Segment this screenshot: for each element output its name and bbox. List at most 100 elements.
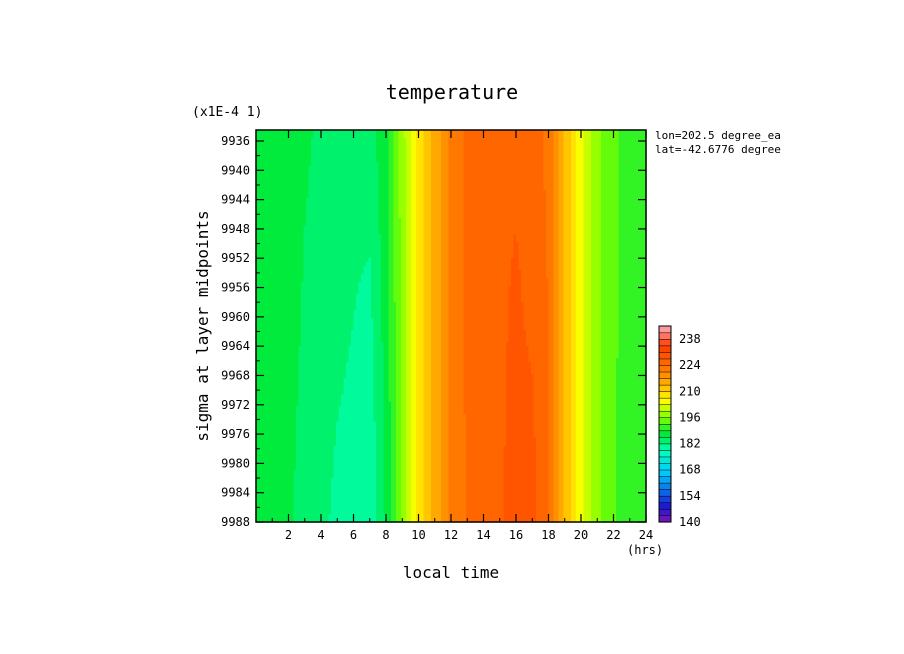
contour-cell	[361, 254, 365, 259]
contour-cell	[601, 150, 605, 155]
contour-cell	[428, 222, 432, 227]
contour-cell	[333, 166, 337, 171]
contour-cell	[381, 230, 385, 235]
contour-cell	[616, 242, 620, 247]
contour-cell	[536, 150, 540, 155]
contour-cell	[611, 134, 615, 139]
contour-cell	[408, 238, 412, 243]
contour-cell	[416, 150, 420, 155]
contour-cell	[388, 226, 392, 231]
contour-cell	[273, 226, 277, 231]
contour-cell	[581, 246, 585, 251]
contour-cell	[378, 150, 382, 155]
contour-cell	[553, 178, 557, 183]
contour-cell	[451, 186, 455, 191]
contour-cell	[558, 146, 562, 151]
contour-cell	[456, 178, 460, 183]
contour-cell	[561, 206, 565, 211]
contour-cell	[418, 206, 422, 211]
contour-cell	[446, 242, 450, 247]
contour-cell	[333, 150, 337, 155]
contour-cell	[426, 194, 430, 199]
contour-cell	[423, 202, 427, 207]
contour-cell	[486, 150, 490, 155]
contour-cell	[561, 134, 565, 139]
contour-cell	[551, 250, 555, 255]
contour-cell	[256, 166, 260, 171]
contour-cell	[458, 170, 462, 175]
contour-cell	[323, 158, 327, 163]
contour-cell	[348, 134, 352, 139]
contour-cell	[356, 178, 360, 183]
contour-cell	[471, 146, 475, 151]
contour-cell	[386, 190, 390, 195]
contour-cell	[461, 230, 465, 235]
contour-cell	[643, 226, 647, 231]
contour-cell	[406, 134, 410, 139]
contour-cell	[256, 138, 260, 143]
contour-cell	[493, 206, 497, 211]
contour-cell	[286, 226, 290, 231]
contour-cell	[486, 246, 490, 251]
contour-cell	[261, 130, 265, 135]
contour-cell	[476, 170, 480, 175]
contour-cell	[438, 226, 442, 231]
contour-cell	[398, 166, 402, 171]
contour-cell	[456, 198, 460, 203]
contour-cell	[508, 190, 512, 195]
contour-cell	[318, 222, 322, 227]
contour-cell	[348, 178, 352, 183]
contour-cell	[446, 190, 450, 195]
contour-cell	[338, 130, 342, 135]
contour-cell	[268, 238, 272, 243]
contour-cell	[478, 174, 482, 179]
contour-cell	[256, 230, 260, 235]
contour-cell	[331, 250, 335, 255]
contour-cell	[473, 162, 477, 167]
contour-cell	[386, 162, 390, 167]
contour-cell	[426, 170, 430, 175]
contour-cell	[343, 162, 347, 167]
contour-cell	[441, 254, 445, 259]
contour-cell	[493, 190, 497, 195]
contour-cell	[468, 150, 472, 155]
contour-cell	[426, 218, 430, 223]
contour-cell	[466, 138, 470, 143]
contour-cell	[488, 142, 492, 147]
contour-cell	[473, 170, 477, 175]
contour-cell	[311, 246, 315, 251]
contour-cell	[413, 250, 417, 255]
contour-cell	[538, 134, 542, 139]
contour-cell	[631, 174, 635, 179]
contour-cell	[301, 218, 305, 223]
contour-cell	[441, 146, 445, 151]
contour-cell	[521, 186, 525, 191]
contour-cell	[266, 238, 270, 243]
contour-cell	[498, 250, 502, 255]
contour-cell	[381, 218, 385, 223]
contour-cell	[328, 246, 332, 251]
contour-cell	[561, 170, 565, 175]
contour-cell	[486, 194, 490, 199]
contour-cell	[586, 214, 590, 219]
contour-cell	[306, 218, 310, 223]
contour-cell	[396, 134, 400, 139]
contour-cell	[281, 214, 285, 219]
contour-cell	[526, 150, 530, 155]
contour-cell	[451, 170, 455, 175]
contour-cell	[633, 130, 637, 135]
contour-cell	[501, 162, 505, 167]
contour-cell	[583, 178, 587, 183]
contour-cell	[378, 246, 382, 251]
contour-cell	[508, 166, 512, 171]
contour-cell	[426, 246, 430, 251]
contour-cell	[641, 134, 645, 139]
contour-cell	[268, 134, 272, 139]
contour-cell	[591, 238, 595, 243]
contour-cell	[261, 170, 265, 175]
contour-cell	[446, 178, 450, 183]
contour-cell	[283, 214, 287, 219]
contour-cell	[548, 142, 552, 147]
contour-cell	[401, 178, 405, 183]
contour-cell	[296, 242, 300, 247]
